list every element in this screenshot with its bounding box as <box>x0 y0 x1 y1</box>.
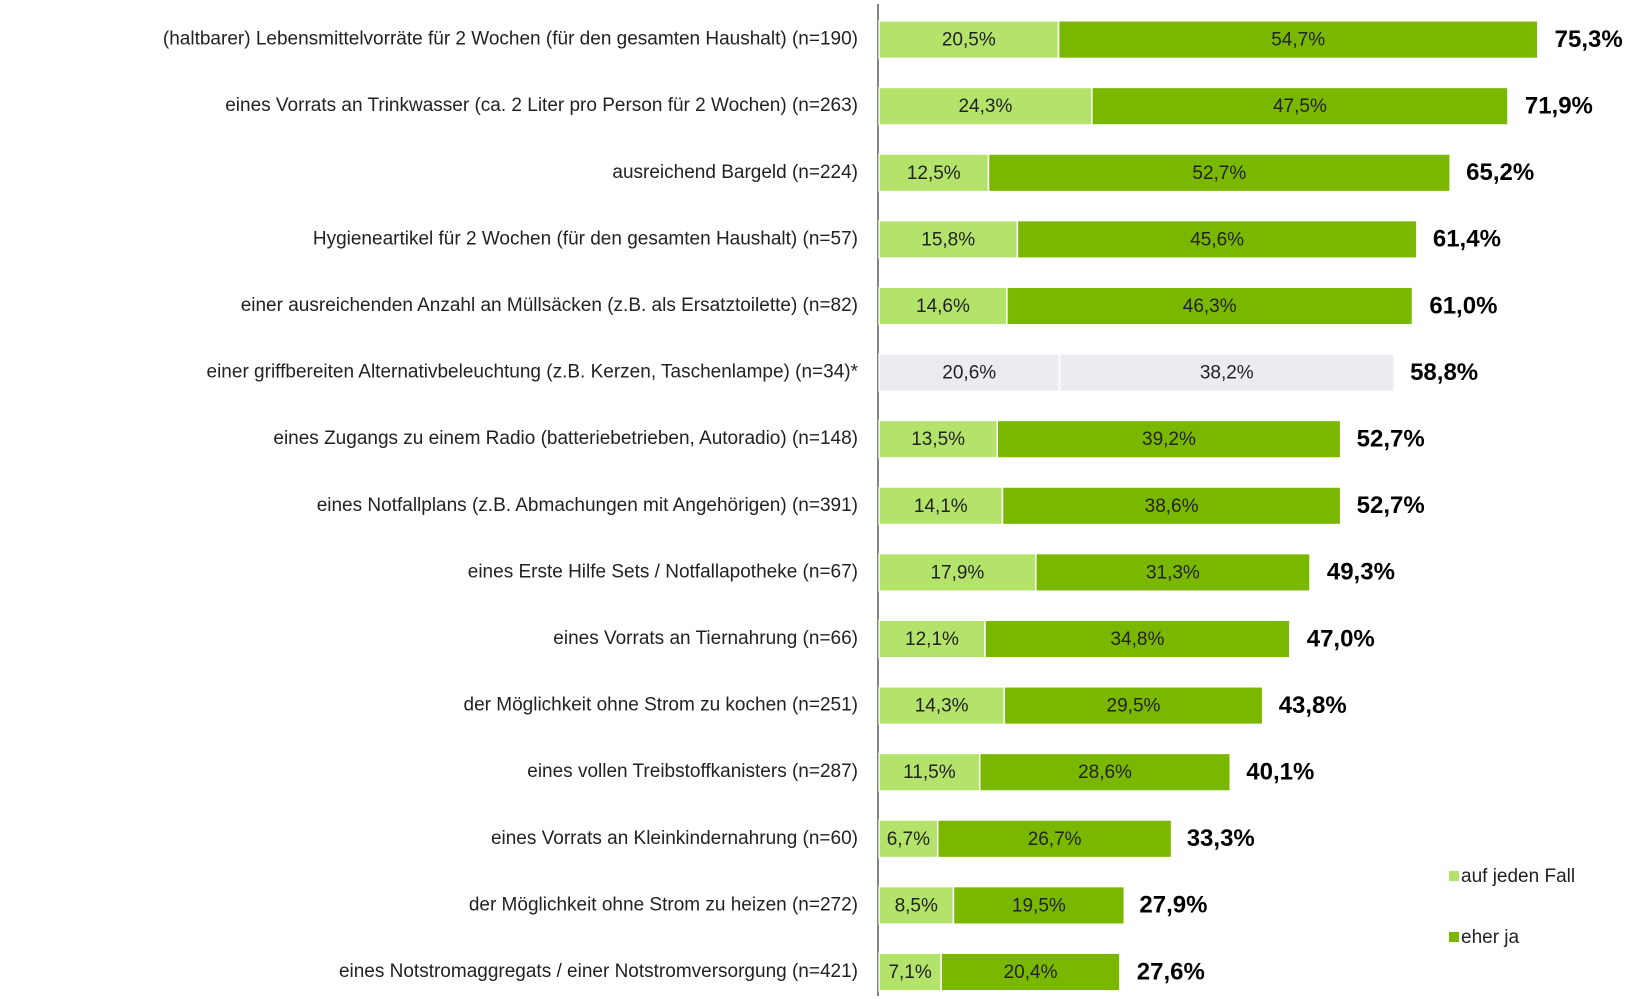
value-label: 38,2% <box>1200 363 1254 384</box>
value-label: 38,6% <box>1145 496 1199 517</box>
total-label: 71,9% <box>1525 93 1593 120</box>
value-label: 47,5% <box>1273 96 1327 117</box>
bar-segment <box>878 353 1061 393</box>
value-label: 52,7% <box>1192 163 1246 184</box>
value-label: 20,5% <box>942 30 996 51</box>
bar-segment <box>984 619 1291 659</box>
value-label: 26,7% <box>1028 829 1082 850</box>
bar-segment <box>978 752 1232 792</box>
bar-segment <box>1058 353 1395 393</box>
value-label: 39,2% <box>1142 429 1196 450</box>
bar-segment <box>878 952 942 992</box>
value-label: 24,3% <box>958 96 1012 117</box>
total-label: 27,9% <box>1139 892 1207 919</box>
value-label: 19,5% <box>1012 895 1066 916</box>
bar-segment <box>1091 86 1509 126</box>
category-label: eines Notfallplans (z.B. Abmachungen mit… <box>317 495 858 516</box>
bar-segment <box>936 819 1173 859</box>
bar-segment <box>1001 486 1342 526</box>
total-label: 47,0% <box>1307 625 1375 652</box>
value-label: 12,1% <box>905 629 959 650</box>
bar-segment <box>1003 686 1264 726</box>
category-label: eines vollen Treibstoffkanisters (n=287) <box>527 761 858 782</box>
bar-segment <box>1016 219 1418 259</box>
bar-segment <box>878 752 981 792</box>
total-label: 65,2% <box>1466 159 1534 186</box>
value-label: 31,3% <box>1146 562 1200 583</box>
category-label: (haltbarer) Lebensmittelvorräte für 2 Wo… <box>163 29 858 50</box>
bar-segment <box>1035 552 1311 592</box>
value-label: 20,6% <box>942 363 996 384</box>
legend-label: eher ja <box>1461 927 1520 948</box>
value-label: 14,6% <box>916 296 970 317</box>
bar-segment <box>996 419 1342 459</box>
bar-segment <box>1006 286 1414 326</box>
total-label: 33,3% <box>1187 825 1255 852</box>
value-label: 14,1% <box>914 496 968 517</box>
category-label: eines Vorrats an Kleinkindernahrung (n=6… <box>491 828 858 849</box>
legend-label: auf jeden Fall <box>1461 866 1575 887</box>
category-label: eines Notstromaggregats / einer Notstrom… <box>339 961 858 982</box>
value-label: 11,5% <box>903 762 956 783</box>
total-label: 75,3% <box>1555 26 1623 53</box>
value-label: 45,6% <box>1190 229 1244 250</box>
value-label: 20,4% <box>1004 962 1058 983</box>
value-label: 29,5% <box>1107 696 1161 717</box>
bar-segment <box>878 885 955 925</box>
legend-swatch <box>1449 932 1459 942</box>
bar-segment <box>878 486 1004 526</box>
total-label: 43,8% <box>1279 692 1347 719</box>
value-label: 34,8% <box>1110 629 1164 650</box>
value-label: 46,3% <box>1183 296 1237 317</box>
category-label: der Möglichkeit ohne Strom zu heizen (n=… <box>469 894 858 915</box>
category-label: einer griffbereiten Alternativbeleuchtun… <box>207 362 859 383</box>
value-label: 13,5% <box>911 429 965 450</box>
total-label: 52,7% <box>1357 426 1425 453</box>
total-label: 40,1% <box>1246 759 1314 786</box>
bar-segment <box>940 952 1121 992</box>
total-label: 61,0% <box>1429 292 1497 319</box>
category-label: ausreichend Bargeld (n=224) <box>612 162 858 183</box>
category-label: einer ausreichenden Anzahl an Müllsäcken… <box>241 295 858 316</box>
value-label: 28,6% <box>1078 762 1132 783</box>
bar-segment <box>952 885 1126 925</box>
category-label: eines Erste Hilfe Sets / Notfallapotheke… <box>468 561 858 582</box>
total-label: 27,6% <box>1137 958 1205 985</box>
total-label: 49,3% <box>1327 559 1395 586</box>
value-label: 7,1% <box>888 962 931 983</box>
value-label: 14,3% <box>915 696 969 717</box>
bar-segment <box>1057 20 1539 60</box>
legend-swatch <box>1449 871 1459 881</box>
bar-segment <box>878 286 1008 326</box>
value-label: 12,5% <box>907 163 961 184</box>
category-label: eines Vorrats an Tiernahrung (n=66) <box>553 628 858 649</box>
total-label: 61,4% <box>1433 226 1501 253</box>
category-label: der Möglichkeit ohne Strom zu kochen (n=… <box>464 695 858 716</box>
total-label: 52,7% <box>1357 492 1425 519</box>
bar-segment <box>878 619 986 659</box>
bar-segment <box>987 153 1451 193</box>
bar-segment <box>878 86 1093 126</box>
category-label: Hygieneartikel für 2 Wochen (für den ges… <box>313 228 858 249</box>
value-label: 8,5% <box>895 895 938 916</box>
total-label: 58,8% <box>1410 359 1478 386</box>
bar-segment <box>878 686 1006 726</box>
value-label: 6,7% <box>887 829 930 850</box>
value-label: 15,8% <box>921 229 975 250</box>
value-label: 54,7% <box>1271 30 1325 51</box>
category-label: eines Zugangs zu einem Radio (batteriebe… <box>273 428 858 449</box>
bar-segment <box>878 552 1037 592</box>
value-label: 17,9% <box>930 562 984 583</box>
category-label: eines Vorrats an Trinkwasser (ca. 2 Lite… <box>225 95 858 116</box>
bar-segment <box>878 419 999 459</box>
